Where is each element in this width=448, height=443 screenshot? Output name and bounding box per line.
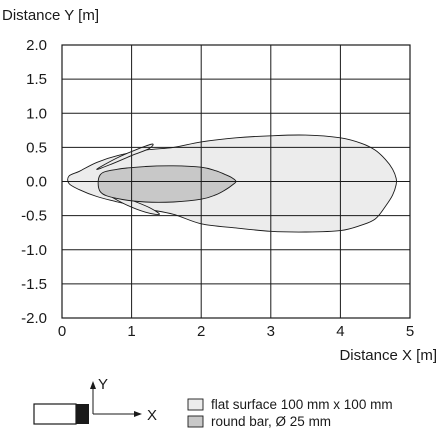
y-arrowhead bbox=[90, 381, 96, 389]
sensor-face bbox=[76, 404, 89, 424]
chart-labels: Distance Y [m] Distance X [m] 0 1 2 3 4 5 2.0 1… bbox=[2, 7, 437, 364]
x-tick-label: 3 bbox=[267, 323, 275, 340]
plot-frame bbox=[61, 44, 411, 319]
x-axis-title: Distance X [m] bbox=[339, 347, 437, 364]
x-arrowhead bbox=[134, 411, 142, 417]
y-tick-label: -0.5 bbox=[21, 208, 47, 225]
legend-label: flat surface 100 mm x 100 mm bbox=[211, 397, 393, 412]
y-tick-label: -1.0 bbox=[21, 242, 47, 259]
plot-area bbox=[61, 44, 411, 319]
sensor-body bbox=[33, 403, 77, 425]
grid bbox=[61, 44, 411, 319]
y-tick-label: 1.0 bbox=[26, 105, 47, 122]
y-tick-label: 2.0 bbox=[26, 37, 47, 54]
legend-swatch bbox=[187, 398, 204, 411]
sensor-x-label: X bbox=[147, 407, 157, 424]
x-tick-label: 2 bbox=[197, 323, 205, 340]
sensor-orientation-diagram: Y X bbox=[33, 376, 157, 425]
x-tick-label: 0 bbox=[58, 323, 66, 340]
y-tick-label: -2.0 bbox=[21, 310, 47, 327]
x-tick-label: 4 bbox=[336, 323, 344, 340]
x-tick-label: 5 bbox=[406, 323, 414, 340]
legend-label: round bar, Ø 25 mm bbox=[211, 414, 331, 429]
sensor-y-label: Y bbox=[98, 376, 108, 393]
y-axis-title: Distance Y [m] bbox=[2, 7, 99, 24]
y-tick-label: 1.5 bbox=[26, 71, 47, 88]
y-tick-label: 0.0 bbox=[26, 174, 47, 191]
legend: flat surface 100 mm x 100 mm round bar, Ø… bbox=[187, 397, 393, 429]
y-tick-label: -1.5 bbox=[21, 276, 47, 293]
legend-swatch bbox=[187, 415, 204, 428]
x-tick-label: 1 bbox=[127, 323, 135, 340]
y-tick-label: 0.5 bbox=[26, 139, 47, 156]
side-lobe-0 bbox=[96, 143, 154, 170]
